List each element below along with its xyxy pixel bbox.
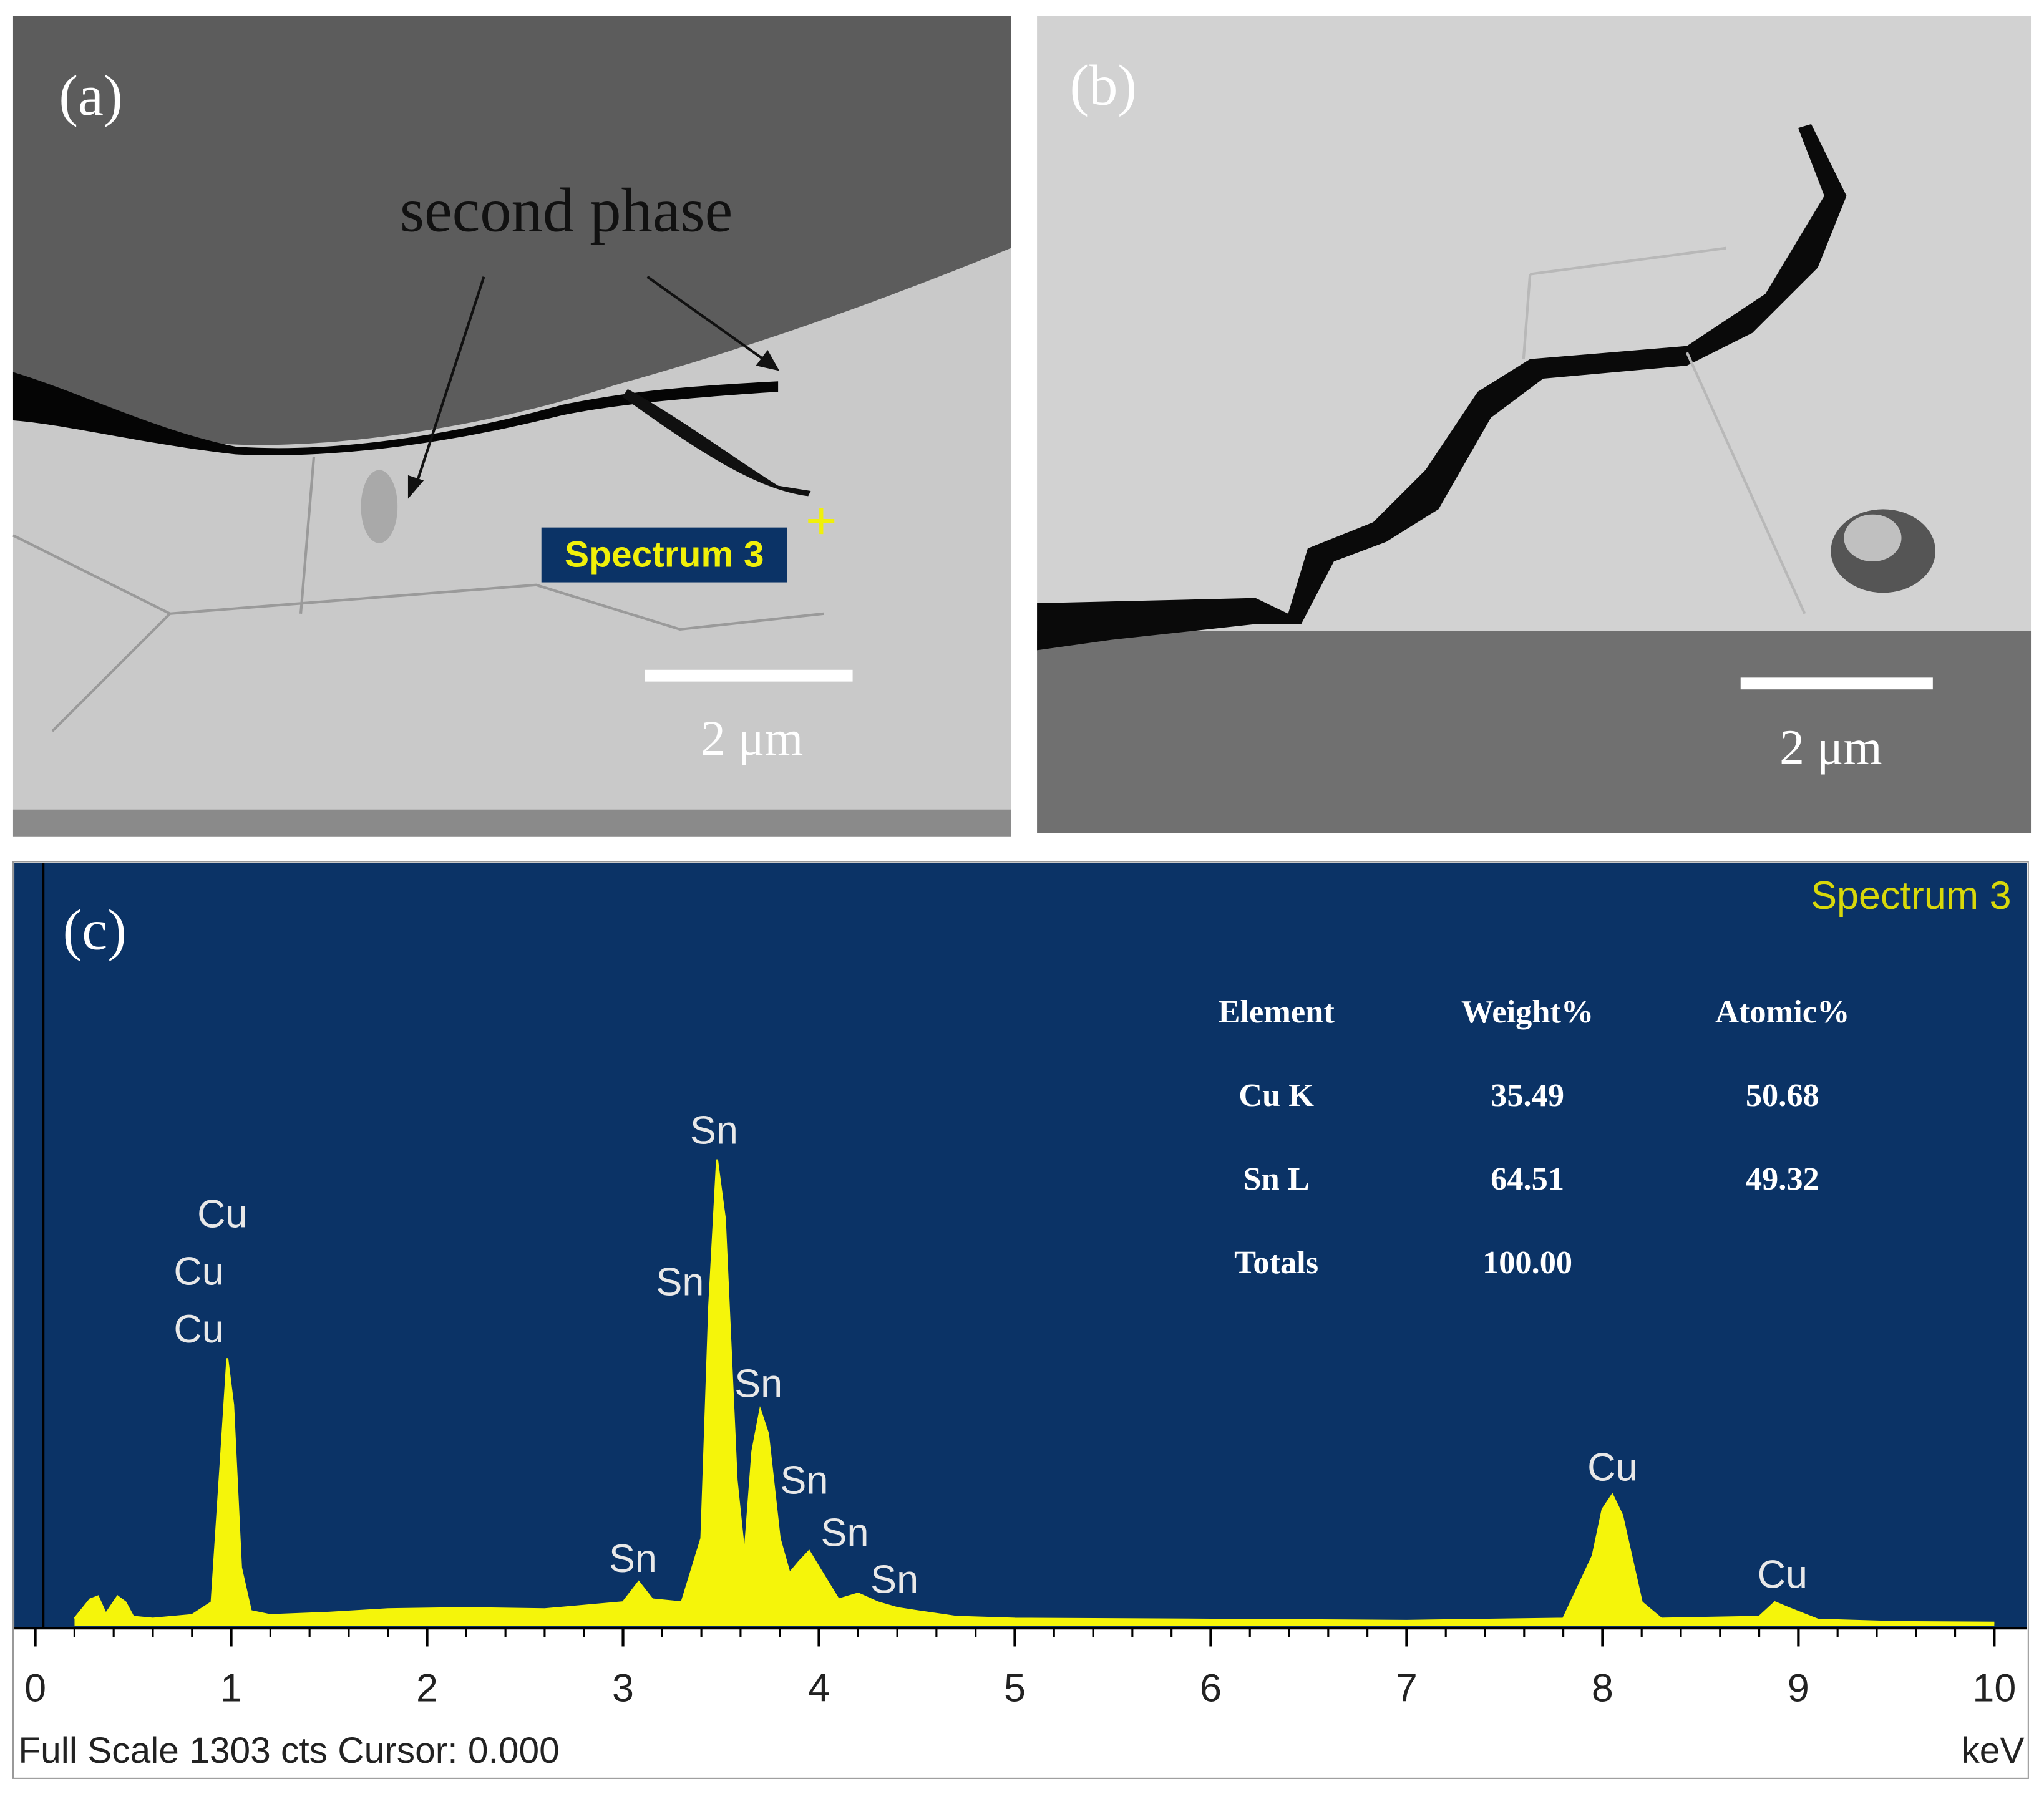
- scale-bar: [1740, 677, 1933, 690]
- peak-label: Sn: [870, 1558, 918, 1602]
- x-tick-label: 0: [24, 1666, 46, 1710]
- cursor: [808, 508, 835, 535]
- peak-label: Cu: [197, 1193, 247, 1236]
- panel-label: (b): [1070, 54, 1137, 117]
- scale-label: 2 μm: [1779, 720, 1882, 775]
- peak-label: Sn: [609, 1537, 657, 1581]
- arrow: [646, 276, 766, 362]
- x-tick-label: 2: [416, 1666, 438, 1710]
- peak-label: Cu: [1758, 1553, 1808, 1596]
- x-tick-label: 6: [1200, 1666, 1222, 1710]
- table-cell: 64.51: [1491, 1161, 1564, 1197]
- table-cell: 49.32: [1746, 1161, 1819, 1197]
- status-footer: Full Scale 1303 cts Cursor: 0.000: [18, 1730, 559, 1771]
- peak-label: Sn: [690, 1109, 738, 1153]
- plot-background: [14, 863, 2027, 1629]
- peak-label: Sn: [821, 1511, 869, 1554]
- grain-boundary: [12, 457, 824, 732]
- peak-label: Sn: [781, 1459, 829, 1503]
- peak-label: Sn: [656, 1260, 704, 1304]
- x-tick-label: 4: [808, 1666, 830, 1710]
- table-cell: Sn L: [1243, 1161, 1309, 1197]
- panel-a: (a) second phase Spectrum 3 2 μm: [12, 16, 1011, 837]
- grain-boundary: [1522, 246, 1806, 614]
- arrow-head: [407, 475, 424, 499]
- x-tick-label: 8: [1592, 1666, 1613, 1710]
- spectrum-marker-box: [541, 527, 787, 583]
- x-tick-label: 1: [220, 1666, 242, 1710]
- spectrum-title: Spectrum 3: [1811, 874, 2011, 918]
- x-tick-label: 5: [1004, 1666, 1026, 1710]
- panel-label: (a): [59, 64, 122, 127]
- table-cell: Cu K: [1239, 1077, 1314, 1113]
- sem-bottom: [12, 809, 1011, 837]
- peak-label: Sn: [734, 1362, 782, 1406]
- table-cell: 100.00: [1482, 1244, 1572, 1281]
- peak-label: Cu: [1587, 1446, 1637, 1490]
- annotation: second phase: [400, 175, 732, 245]
- arrow: [414, 276, 485, 487]
- peak-label: Cu: [173, 1307, 223, 1351]
- table-cell: 50.68: [1746, 1077, 1819, 1113]
- panel-label: (c): [63, 898, 127, 962]
- x-tick-label: 3: [612, 1666, 634, 1710]
- substrate: [1037, 630, 2032, 833]
- spectrum-marker: Spectrum 3: [565, 534, 764, 575]
- x-tick-label: 7: [1396, 1666, 1418, 1710]
- table-header: Atomic%: [1715, 994, 1849, 1030]
- scale-label: 2 μm: [701, 711, 803, 766]
- arrow-head: [756, 349, 780, 371]
- spectrum-line: [74, 1159, 1995, 1624]
- x-tick-label: 9: [1788, 1666, 1809, 1710]
- table-cell: Totals: [1234, 1244, 1318, 1281]
- scale-bar: [645, 669, 853, 682]
- table-header: Element: [1219, 994, 1335, 1030]
- table-header: Weight%: [1461, 994, 1594, 1030]
- table-cell: 35.49: [1491, 1077, 1564, 1113]
- x-axis-label: keV: [1961, 1730, 2024, 1771]
- crack: [622, 389, 811, 497]
- dark-phase: [12, 16, 1011, 445]
- particle: [1844, 514, 1902, 562]
- x-tick-label: 10: [1972, 1666, 2016, 1710]
- second-phase-particle: [361, 470, 398, 543]
- peak-label: Cu: [173, 1250, 223, 1294]
- panel-b: (b) 2 μm: [1037, 16, 2032, 833]
